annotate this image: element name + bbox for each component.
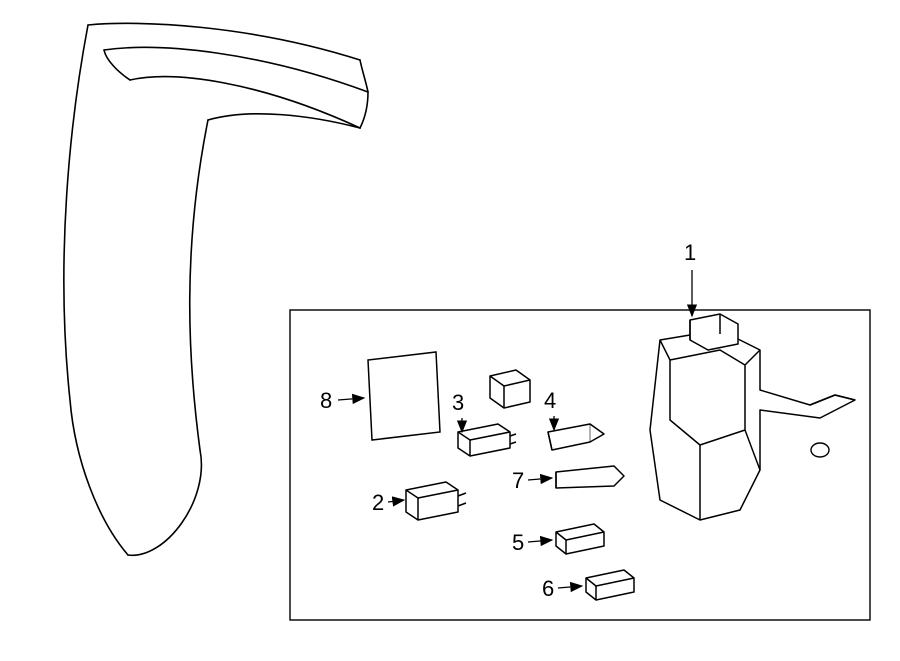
part-4-connector — [548, 424, 604, 450]
part-7-tool — [556, 466, 624, 488]
callout-2: 2 — [372, 490, 384, 515]
part-1-housing — [650, 314, 855, 520]
callout-4: 4 — [544, 388, 556, 413]
part-5-fuse — [556, 524, 604, 554]
callout-8: 8 — [320, 388, 332, 413]
mounting-hole — [811, 443, 829, 457]
callout-3: 3 — [452, 390, 464, 415]
body-panel-outline — [64, 23, 368, 555]
callout-1: 1 — [684, 240, 696, 265]
part-2-relay — [406, 482, 466, 520]
callout-6: 6 — [542, 576, 554, 601]
parts-diagram: 1 2 3 4 5 6 7 8 — [0, 0, 900, 661]
part-6-fuse — [586, 570, 634, 600]
callout-5: 5 — [512, 530, 524, 555]
part-8-cover — [368, 352, 440, 440]
callout-7: 7 — [512, 468, 524, 493]
part-3-relay — [458, 370, 530, 456]
inset-box — [290, 310, 870, 620]
